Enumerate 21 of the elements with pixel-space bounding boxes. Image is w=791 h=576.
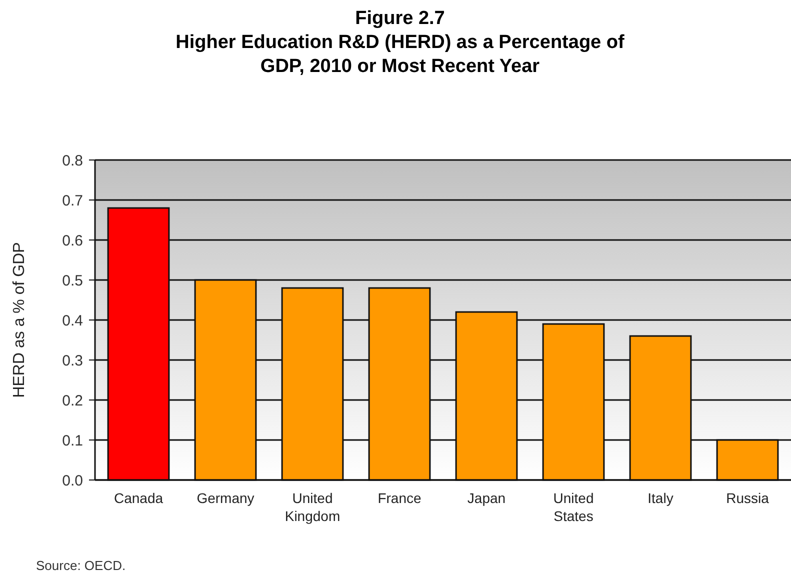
y-tick-label: 0.1 <box>62 432 83 450</box>
y-tick-label: 0.2 <box>62 392 83 410</box>
x-tick-label: United Kingdom <box>284 490 340 524</box>
x-tick-label: Canada <box>114 490 164 506</box>
x-tick-label: Germany <box>196 490 254 506</box>
chart-subtitle: Higher Education R&D (HERD) as a Percentage of GDP, 2010 or Most Recent Year <box>176 32 626 77</box>
y-tick-label: 0.8 <box>62 152 83 170</box>
y-tick-label: 0.4 <box>62 312 83 330</box>
x-tick-label: United States <box>553 490 594 524</box>
x-tick-label: Italy <box>648 490 674 506</box>
y-tick-label: 0.6 <box>62 232 83 250</box>
x-tick-label: France <box>378 490 422 506</box>
y-tick-label: 0.0 <box>62 472 83 490</box>
y-tick-label: 0.7 <box>62 192 83 210</box>
chart-title: Figure 2.7 <box>355 8 445 29</box>
y-axis-title: HERD as a % of GDP <box>11 242 28 398</box>
y-tick-label: 0.5 <box>62 272 83 290</box>
source-note: Source: OECD. <box>36 558 126 573</box>
x-tick-label: Japan <box>467 490 506 506</box>
x-tick-label: Russia <box>726 490 770 506</box>
y-tick-label: 0.3 <box>62 352 83 370</box>
